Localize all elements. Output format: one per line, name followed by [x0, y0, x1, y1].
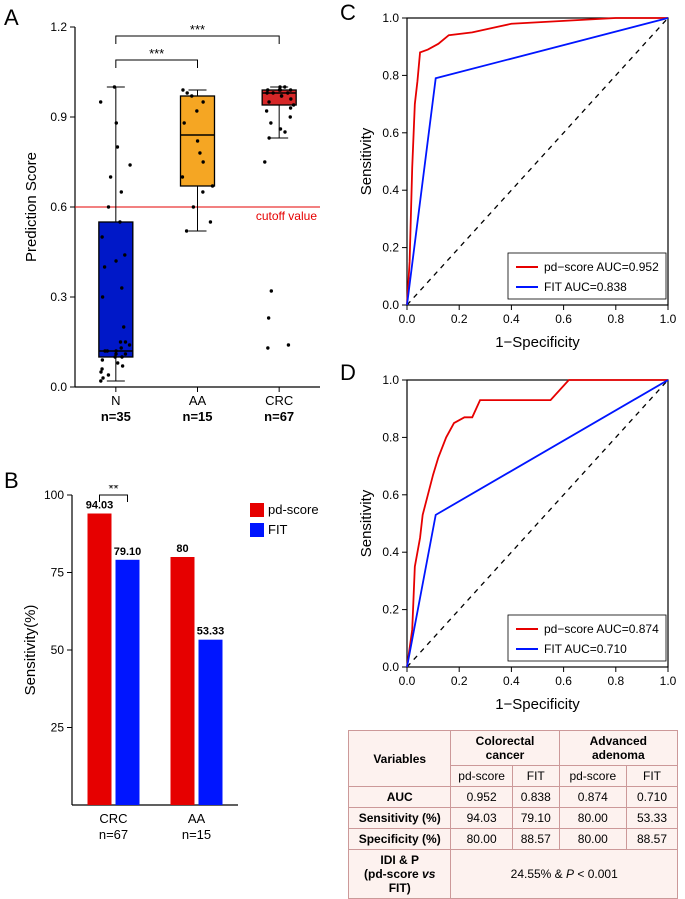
svg-text:CRC: CRC	[99, 811, 127, 826]
svg-text:0.0: 0.0	[382, 298, 399, 312]
svg-text:***: ***	[149, 46, 164, 61]
svg-text:Prediction Score: Prediction Score	[23, 152, 40, 262]
svg-text:0.4: 0.4	[503, 312, 520, 326]
svg-text:0.6: 0.6	[382, 126, 399, 140]
svg-text:0.2: 0.2	[451, 312, 468, 326]
svg-text:1.0: 1.0	[660, 312, 677, 326]
svg-text:1−Specificity: 1−Specificity	[495, 696, 580, 713]
svg-text:0.6: 0.6	[50, 200, 67, 214]
svg-text:***: ***	[190, 22, 205, 37]
svg-text:79.10: 79.10	[114, 546, 142, 558]
svg-text:0.2: 0.2	[451, 674, 468, 688]
svg-text:n=67: n=67	[99, 827, 128, 842]
svg-text:0.2: 0.2	[382, 603, 399, 617]
panel-A-boxplot: 0.0 0.3 0.6 0.9 1.2 Prediction Score cutoff va…	[20, 12, 330, 442]
svg-text:0.6: 0.6	[555, 674, 572, 688]
svg-text:1.2: 1.2	[50, 20, 67, 34]
panel-A-label: A	[4, 5, 19, 31]
svg-text:0.4: 0.4	[382, 545, 399, 559]
svg-text:75: 75	[51, 566, 65, 580]
svg-text:0.0: 0.0	[382, 660, 399, 674]
svg-text:0.0: 0.0	[50, 380, 67, 394]
svg-text:AA: AA	[188, 811, 206, 826]
svg-text:Sensitivity(%): Sensitivity(%)	[22, 605, 39, 696]
svg-text:0.2: 0.2	[382, 241, 399, 255]
svg-text:pd−score AUC=0.952: pd−score AUC=0.952	[544, 260, 659, 274]
panel-C-roc: 0.00.0 0.2 0.2 0.4 0.4 0.6 0.6 0.8 0.8 1.0 1.0 1−Sp…	[355, 8, 680, 353]
svg-text:100: 100	[44, 488, 64, 502]
svg-text:25: 25	[51, 721, 65, 735]
svg-text:FIT AUC=0.838: FIT AUC=0.838	[544, 280, 627, 294]
svg-text:1.0: 1.0	[382, 373, 399, 387]
svg-text:0.6: 0.6	[555, 312, 572, 326]
panel-D-label: D	[340, 360, 356, 386]
svg-text:0.8: 0.8	[382, 430, 399, 444]
figure-root: A B C D 0.0 0.3 0.6 0.9 1.2 Prediction Score c…	[0, 0, 685, 861]
svg-text:n=15: n=15	[182, 827, 211, 842]
svg-text:1−Specificity: 1−Specificity	[495, 334, 580, 351]
svg-text:pd−score AUC=0.874: pd−score AUC=0.874	[544, 622, 659, 636]
svg-text:FIT AUC=0.710: FIT AUC=0.710	[544, 642, 627, 656]
svg-text:0.3: 0.3	[50, 290, 67, 304]
svg-text:1.0: 1.0	[382, 11, 399, 25]
svg-text:1.0: 1.0	[660, 674, 677, 688]
svg-text:n=35: n=35	[101, 409, 131, 424]
panel-C-label: C	[340, 0, 356, 26]
panel-D-roc: 0.00.0 0.2 0.2 0.4 0.4 0.6 0.6 0.8 0.8 1.0 1.0 1−Sp…	[355, 370, 680, 715]
svg-text:n=67: n=67	[264, 409, 294, 424]
summary-table: VariablesColorectal cancerAdvanced adeno…	[348, 730, 678, 899]
svg-text:0.4: 0.4	[382, 183, 399, 197]
svg-text:0.6: 0.6	[382, 488, 399, 502]
svg-text:AA: AA	[189, 393, 207, 408]
svg-text:53.33: 53.33	[197, 626, 225, 638]
svg-text:0.0: 0.0	[399, 312, 416, 326]
svg-text:Sensitivity: Sensitivity	[358, 127, 375, 195]
svg-text:0.9: 0.9	[50, 110, 67, 124]
svg-text:CRC: CRC	[265, 393, 293, 408]
panel-B-barchart: 255075100Sensitivity(%)94.0379.10CRCn=67…	[20, 485, 330, 855]
svg-text:Sensitivity: Sensitivity	[358, 489, 375, 557]
panel-B-label: B	[4, 468, 19, 494]
svg-text:0.8: 0.8	[607, 312, 624, 326]
svg-text:N: N	[111, 393, 120, 408]
svg-text:0.8: 0.8	[607, 674, 624, 688]
svg-text:0.4: 0.4	[503, 674, 520, 688]
svg-text:0.0: 0.0	[399, 674, 416, 688]
svg-text:**: **	[108, 485, 118, 496]
svg-text:pd-score: pd-score	[268, 502, 319, 517]
svg-text:n=15: n=15	[183, 409, 213, 424]
svg-text:cutoff value: cutoff value	[256, 209, 317, 223]
svg-text:0.8: 0.8	[382, 68, 399, 82]
svg-text:FIT: FIT	[268, 522, 288, 537]
svg-text:50: 50	[51, 643, 65, 657]
svg-text:80: 80	[176, 543, 188, 555]
